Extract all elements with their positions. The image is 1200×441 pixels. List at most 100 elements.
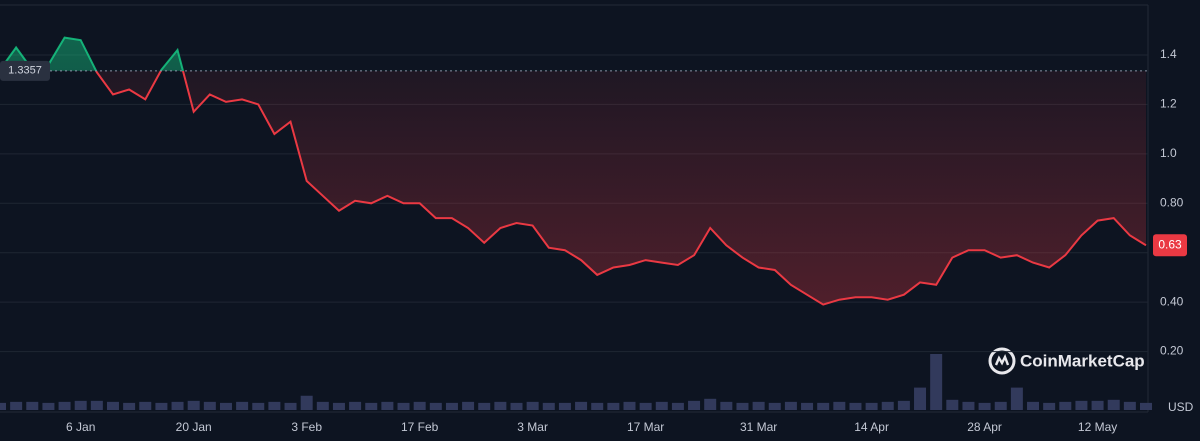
volume-bar (106, 401, 119, 410)
volume-bar (1027, 401, 1040, 410)
volume-bar (607, 402, 620, 410)
price-line (31, 70, 1147, 306)
volume-bar (752, 401, 765, 410)
volume-bar (930, 354, 943, 410)
volume-bar (187, 400, 200, 410)
reference-box (0, 60, 50, 81)
volume-bar (1123, 401, 1136, 410)
currency-label: USD (1168, 400, 1194, 414)
watermark: CoinMarketCap (1020, 351, 1145, 370)
x-tick-label: 6 Jan (66, 420, 95, 434)
x-tick-label: 31 Mar (740, 420, 777, 434)
volume-bar (704, 398, 717, 410)
volume-bar (26, 401, 39, 410)
y-tick-label: 1.4 (1160, 47, 1177, 61)
volume-bar (413, 401, 426, 410)
reference-label: 1.3357 (8, 65, 42, 77)
volume-bar (1075, 400, 1088, 410)
volume-bar (429, 402, 442, 410)
y-tick-label: 0.20 (1160, 344, 1184, 358)
area-below (0, 70, 1146, 305)
x-tick-label: 3 Feb (291, 420, 322, 434)
volume-bar (639, 402, 652, 410)
x-tick-label: 14 Apr (854, 420, 889, 434)
volume-bar (946, 399, 959, 410)
volume-bar (817, 402, 830, 410)
volume-bar (139, 401, 152, 410)
volume-bar (284, 402, 297, 410)
volume-bar (219, 402, 232, 410)
volume-bar (542, 402, 555, 410)
volume-bar (897, 400, 910, 410)
x-tick-label: 17 Mar (627, 420, 664, 434)
volume-bar (1107, 399, 1120, 410)
volume-bar (655, 401, 668, 410)
volume-bar (865, 402, 878, 410)
volume-bar (558, 402, 571, 410)
y-tick-label: 0.80 (1160, 195, 1184, 209)
volume-bar (768, 402, 781, 410)
last-price-box (1153, 234, 1187, 257)
volume-bar (881, 401, 894, 410)
volume-bar (688, 400, 701, 410)
volume-bar (1043, 402, 1056, 410)
volume-bar (720, 401, 733, 410)
volume-bar (316, 401, 329, 410)
x-tick-label: 12 May (1078, 420, 1117, 434)
volume-bar (671, 402, 684, 410)
volume-bar (332, 402, 345, 410)
x-tick-label: 28 Apr (967, 420, 1002, 434)
volume-bar (575, 401, 588, 410)
volume-bar (801, 402, 814, 410)
volume-bar (268, 401, 281, 410)
volume-bar (0, 402, 6, 410)
x-tick-label: 20 Jan (176, 420, 212, 434)
volume-bar (445, 402, 458, 410)
volume-bar (10, 401, 23, 410)
volume-bar (849, 402, 862, 410)
volume-bar (1091, 400, 1104, 410)
volume-bar (74, 400, 87, 410)
volume-bar (171, 401, 184, 410)
volume-bar (994, 401, 1007, 410)
volume-bar (349, 401, 362, 410)
volume-bar (591, 402, 604, 410)
volume-bar (1140, 402, 1152, 410)
volume-bar (365, 402, 378, 410)
volume-bar (381, 401, 394, 410)
volume-bar (962, 401, 975, 410)
watermark-logo (988, 347, 1016, 375)
logo-ring (988, 347, 1016, 375)
volume-bar (462, 401, 475, 410)
volume-bar (397, 402, 410, 410)
volume-bar (914, 387, 927, 410)
x-tick-label: 3 Mar (517, 420, 548, 434)
logo-mark (994, 354, 1010, 366)
last-price-label: 0.63 (1158, 237, 1182, 251)
volume-bar (978, 402, 991, 410)
volume-bar (494, 401, 507, 410)
x-tick-label: 17 Feb (401, 420, 439, 434)
volume-bar (300, 395, 313, 410)
volume-bar (252, 402, 265, 410)
volume-bar (478, 402, 491, 410)
volume-bar (526, 401, 539, 410)
volume-bar (623, 401, 636, 410)
volume-bar (90, 400, 103, 410)
y-tick-label: 1.0 (1160, 146, 1177, 160)
volume-bar (784, 401, 797, 410)
volume-bar (203, 401, 216, 410)
volume-bar (1010, 387, 1023, 410)
volume-bar (42, 402, 55, 410)
volume-bar (736, 402, 749, 410)
volume-bar (510, 402, 523, 410)
volume-bar (833, 401, 846, 410)
volume-bar (155, 402, 168, 410)
volume-bar (236, 401, 249, 410)
volume-bar (123, 402, 136, 410)
y-tick-label: 1.2 (1160, 97, 1177, 111)
volume-bar (58, 401, 71, 410)
y-tick-label: 0.40 (1160, 294, 1184, 308)
